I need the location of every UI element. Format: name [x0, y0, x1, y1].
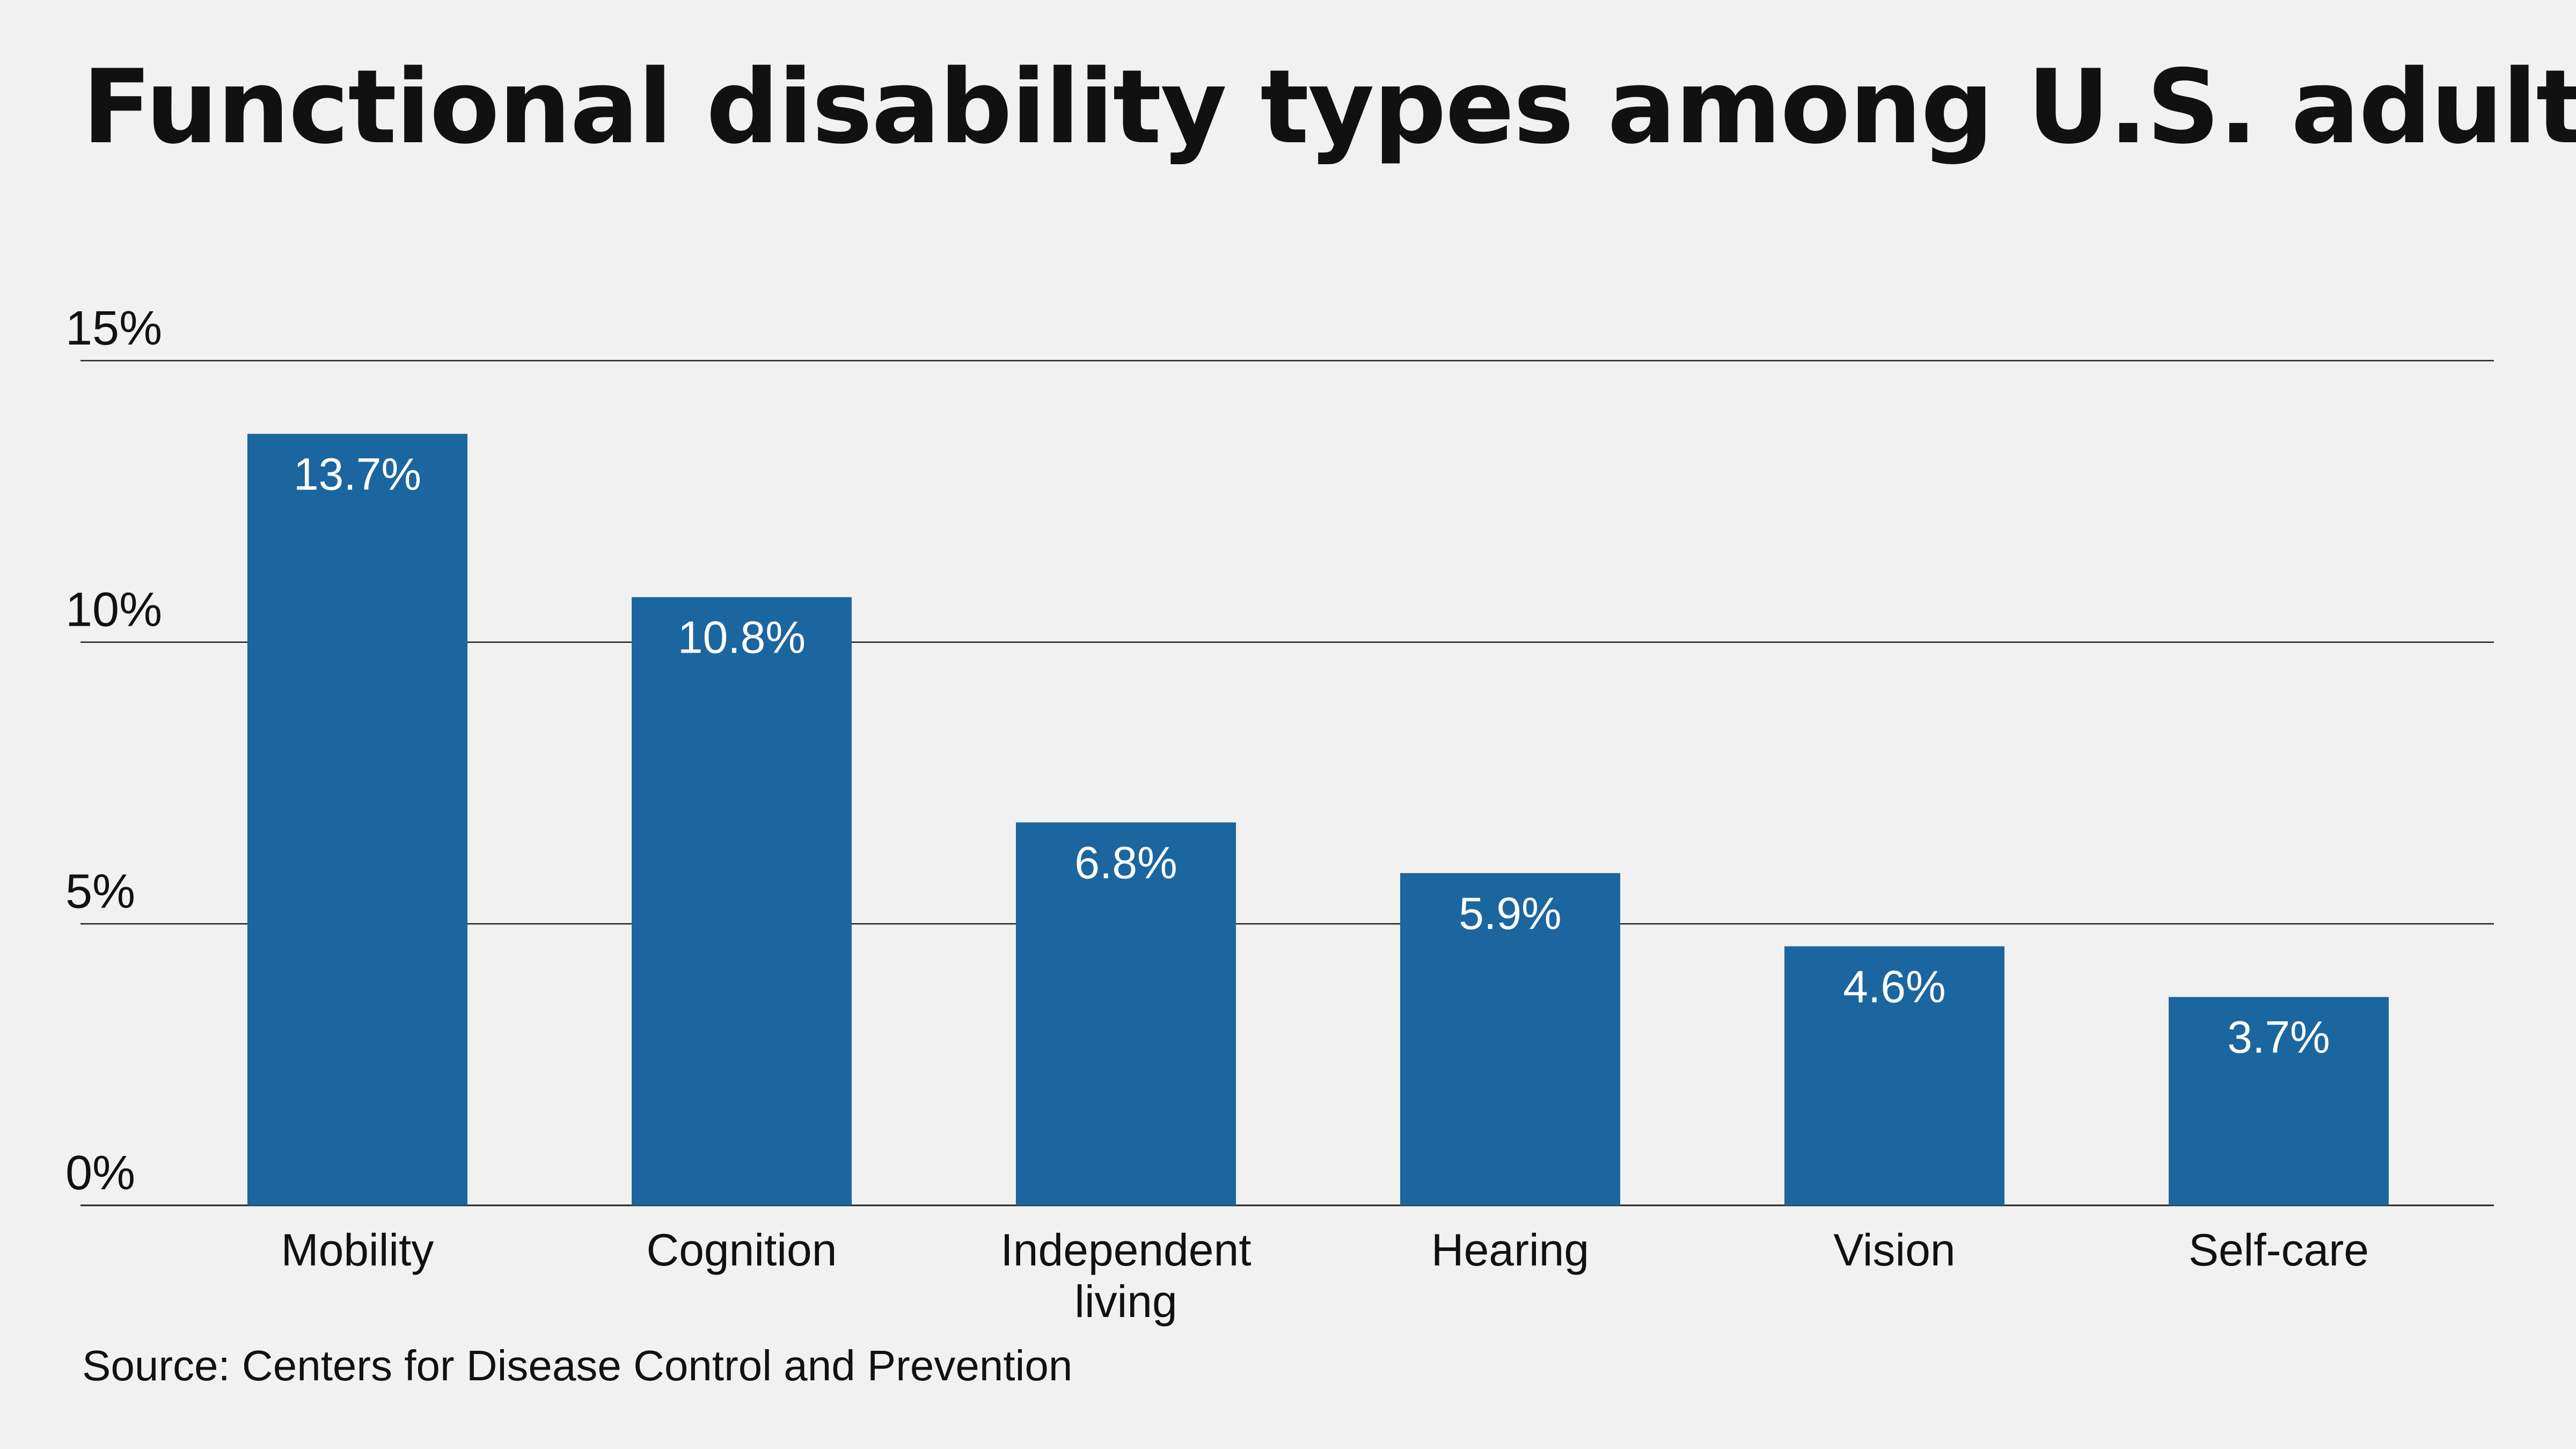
data-label: 4.6%: [1843, 961, 1945, 1012]
category-label: Mobility: [281, 1225, 434, 1275]
bar: [2169, 997, 2389, 1205]
data-label: 6.8%: [1074, 837, 1177, 888]
data-label: 3.7%: [2227, 1012, 2330, 1063]
chart-title: Functional disability types among U.S. a…: [82, 48, 2576, 166]
y-tick-label: 10%: [65, 583, 162, 637]
category-label-line: Hearing: [1431, 1225, 1589, 1275]
data-label: 5.9%: [1459, 888, 1561, 939]
bar: [247, 434, 467, 1205]
category-label-line: Cognition: [647, 1225, 837, 1275]
bar: [1400, 873, 1620, 1205]
category-label: Hearing: [1431, 1225, 1589, 1275]
data-label: 13.7%: [294, 449, 421, 499]
axis-labels: 0% 5% 10% 15% Mobility Cognition Independent li…: [65, 302, 2369, 1327]
bar: [1016, 822, 1236, 1205]
category-label-line: Self-care: [2189, 1225, 2369, 1275]
category-label-line: Vision: [1833, 1225, 1955, 1275]
category-label-line: living: [1074, 1276, 1177, 1327]
bar: [632, 597, 852, 1205]
data-labels: 13.7% 10.8% 6.8% 5.9% 4.6% 3.7%: [294, 449, 2330, 1062]
category-label: Cognition: [647, 1225, 837, 1275]
source-note: Source: Centers for Disease Control and …: [82, 1342, 1073, 1389]
bars: [247, 434, 2389, 1205]
y-tick-label: 5%: [65, 865, 135, 918]
category-label: Vision: [1833, 1225, 1955, 1275]
category-label-line: Independent: [1000, 1225, 1251, 1275]
y-tick-label: 15%: [65, 302, 162, 355]
category-label-line: Mobility: [281, 1225, 434, 1275]
data-label: 10.8%: [678, 612, 806, 663]
category-label: Self-care: [2189, 1225, 2369, 1275]
y-tick-label: 0%: [65, 1146, 135, 1200]
category-label: Independent living: [1000, 1225, 1251, 1327]
bar: [1784, 946, 2004, 1205]
gridlines: [80, 360, 2494, 1206]
